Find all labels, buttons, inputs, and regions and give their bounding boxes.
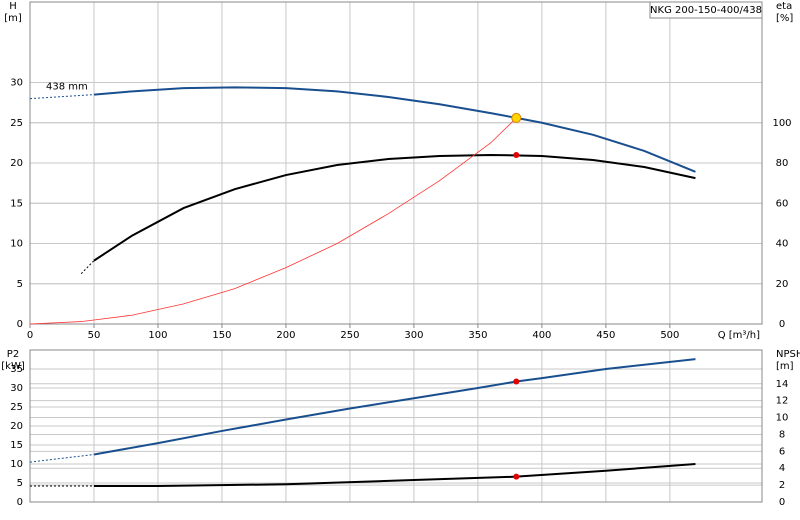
title-box	[649, 1, 763, 19]
y-axis-label: P2	[7, 349, 19, 360]
y2-tick-label: 4	[779, 463, 785, 474]
y2-axis-unit: [m]	[776, 361, 794, 372]
curve	[93, 153, 696, 262]
y-tick-label: 15	[10, 440, 23, 451]
duty-point	[513, 151, 520, 158]
curve	[29, 94, 95, 100]
y-tick-label: 25	[10, 402, 23, 413]
plot-frame	[29, 349, 763, 503]
x-tick-label: 150	[212, 330, 231, 341]
y-axis-unit: [kW]	[1, 361, 25, 372]
y2-tick-label: 20	[776, 279, 789, 290]
y2-tick-label: 2	[779, 480, 785, 491]
y2-tick-label: 60	[776, 198, 789, 209]
y-tick-label: 5	[17, 478, 23, 489]
x-tick-label: 350	[468, 330, 487, 341]
x-tick-label: 100	[148, 330, 167, 341]
y-tick-label: 0	[17, 497, 23, 508]
x-tick-label: 300	[404, 330, 423, 341]
curve	[80, 260, 95, 275]
y-axis-unit: [m]	[4, 13, 22, 24]
x-tick-label: 0	[27, 330, 33, 341]
y2-tick-label: 10	[776, 413, 789, 424]
x-axis-label: Q [m³/h]	[718, 330, 760, 341]
y-tick-label: 10	[10, 459, 23, 470]
y-tick-label: 0	[17, 319, 23, 330]
curve	[29, 117, 517, 325]
x-tick-label: 400	[532, 330, 551, 341]
duty-point	[513, 378, 520, 385]
x-tick-label: 50	[88, 330, 101, 341]
y2-axis-label: eta	[776, 1, 792, 12]
y2-axis-label: NPSH	[776, 349, 800, 360]
y2-tick-label: 100	[772, 118, 791, 129]
y2-tick-label: 6	[779, 446, 785, 457]
annotation: 438 mm	[46, 82, 88, 93]
plot-frame	[29, 1, 763, 325]
x-tick-label: 500	[660, 330, 679, 341]
y2-tick-label: 12	[776, 396, 789, 407]
curve	[29, 454, 95, 463]
y-tick-label: 30	[10, 383, 23, 394]
y2-tick-label: 40	[776, 239, 789, 250]
x-tick-label: 250	[340, 330, 359, 341]
y-tick-label: 35	[10, 364, 23, 375]
y-tick-label: 20	[10, 421, 23, 432]
duty-point	[513, 473, 520, 480]
curve	[93, 86, 696, 173]
curve	[93, 463, 696, 487]
y-tick-label: 20	[10, 158, 23, 169]
y2-tick-label: 0	[779, 497, 785, 508]
y-tick-label: 5	[17, 279, 23, 290]
chart-title: NKG 200-150-400/438	[650, 5, 762, 16]
duty-point	[511, 112, 522, 123]
y2-tick-label: 8	[779, 429, 785, 440]
y2-axis-unit: [%]	[776, 13, 793, 24]
x-tick-label: 200	[276, 330, 295, 341]
y-tick-label: 10	[10, 239, 23, 250]
y-tick-label: 25	[10, 118, 23, 129]
y2-tick-label: 0	[779, 319, 785, 330]
y-axis-label: H	[9, 1, 17, 12]
y-tick-label: 30	[10, 78, 23, 89]
y-tick-label: 15	[10, 198, 23, 209]
y2-tick-label: 14	[776, 379, 789, 390]
y2-tick-label: 80	[776, 158, 789, 169]
curve	[93, 358, 696, 456]
x-tick-label: 450	[596, 330, 615, 341]
